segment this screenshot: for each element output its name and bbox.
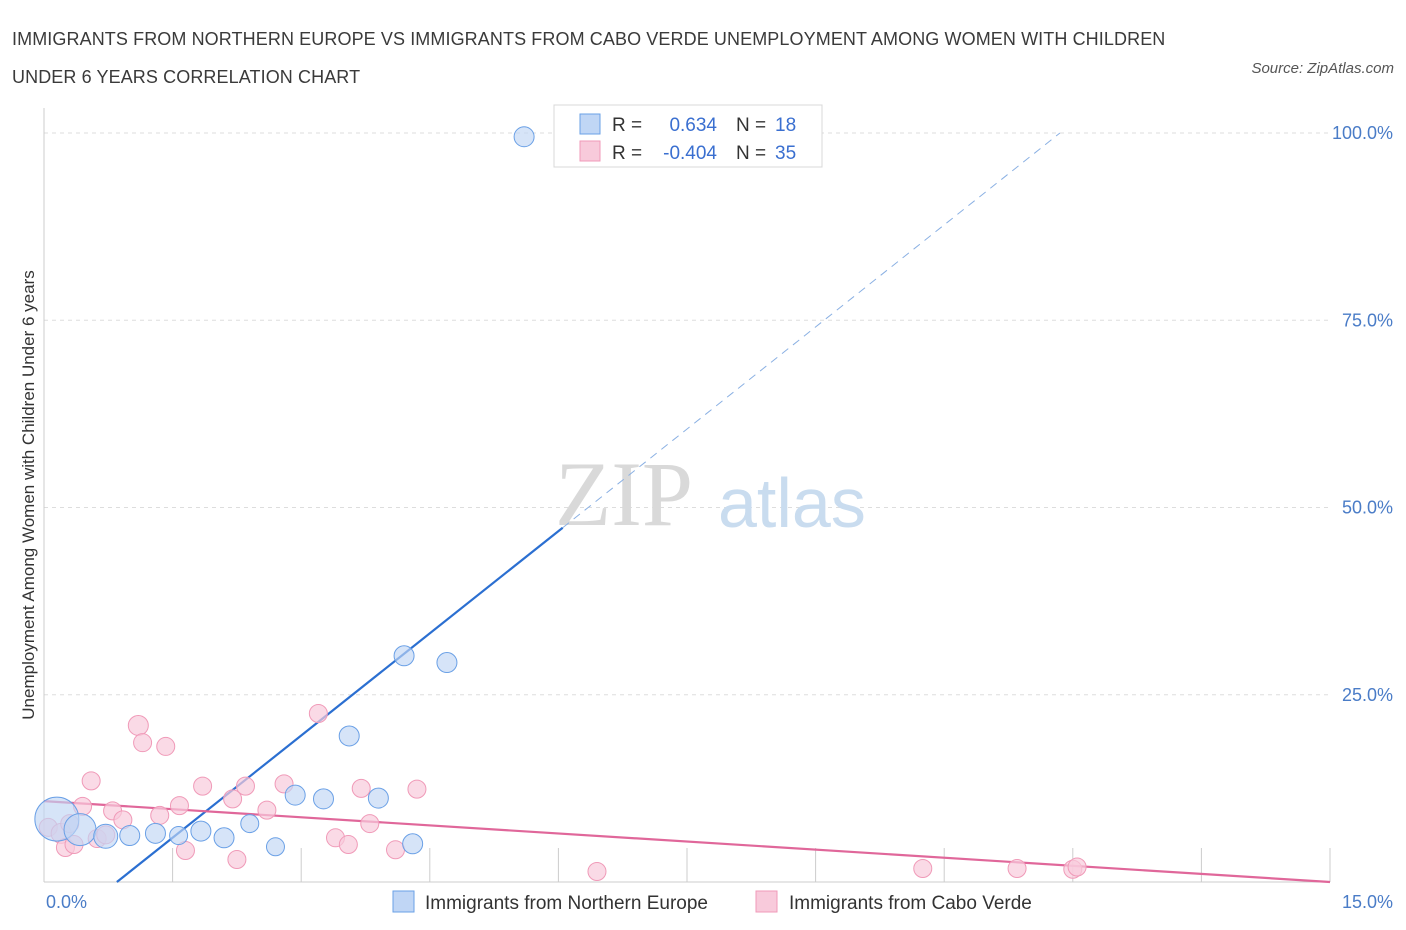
bottom-legend-label-blue: Immigrants from Northern Europe xyxy=(425,893,708,914)
point-northern-europe-9 xyxy=(265,837,285,857)
bottom-legend-swatch-blue xyxy=(392,890,415,913)
point-cabo-verde-23 xyxy=(308,703,328,723)
point-cabo-verde-19 xyxy=(227,850,247,870)
point-northern-europe-8 xyxy=(240,814,260,834)
legend-r-value-1: 0.634 xyxy=(669,115,717,136)
point-northern-europe-11 xyxy=(312,788,334,810)
x-tick-label-min: 0.0% xyxy=(46,892,87,912)
point-northern-europe-14 xyxy=(393,645,415,667)
point-cabo-verde-31 xyxy=(913,859,933,879)
watermark-zip: ZIP xyxy=(555,443,693,545)
y-tick-label-100: 100.0% xyxy=(1332,123,1393,143)
point-cabo-verde-30 xyxy=(587,862,607,882)
point-cabo-verde-15 xyxy=(169,796,189,816)
point-northern-europe-13 xyxy=(367,787,389,809)
point-northern-europe-4 xyxy=(144,822,166,844)
point-cabo-verde-13 xyxy=(150,805,170,825)
legend-n-value-2: 35 xyxy=(775,143,796,164)
point-cabo-verde-12 xyxy=(133,733,153,753)
point-northern-europe-1 xyxy=(63,813,97,847)
y-tick-labels: 25.0% 50.0% 75.0% 100.0% xyxy=(1332,123,1393,705)
point-cabo-verde-34 xyxy=(1067,857,1087,877)
trend-line-northern-europe-extrapolated xyxy=(562,132,1061,529)
point-cabo-verde-11 xyxy=(127,714,149,736)
point-northern-europe-6 xyxy=(190,820,212,842)
series-legend: Immigrants from Northern Europe Immigran… xyxy=(392,890,1032,914)
point-cabo-verde-29 xyxy=(407,779,427,799)
point-northern-europe-12 xyxy=(338,725,360,747)
point-cabo-verde-21 xyxy=(257,800,277,820)
legend-r-label-2: R = xyxy=(612,143,642,164)
point-cabo-verde-20 xyxy=(235,776,255,796)
legend-n-label-1: N = xyxy=(736,115,766,136)
legend-r-value-2: -0.404 xyxy=(663,143,717,164)
legend-n-value-1: 18 xyxy=(775,115,796,136)
x-tick-label-max: 15.0% xyxy=(1342,892,1393,912)
bottom-legend-swatch-pink xyxy=(755,890,778,913)
point-cabo-verde-26 xyxy=(351,778,371,798)
point-northern-europe-2 xyxy=(93,823,119,849)
y-tick-label-50: 50.0% xyxy=(1342,498,1393,518)
x-tick-labels: 0.0% 15.0% xyxy=(46,892,1393,912)
data-points xyxy=(34,126,1087,882)
correlation-legend: R = 0.634 N = 18 R = -0.404 N = 35 xyxy=(553,104,823,168)
y-axis-label: Unemployment Among Women with Children U… xyxy=(19,270,38,719)
y-tick-label-25: 25.0% xyxy=(1342,685,1393,705)
point-cabo-verde-14 xyxy=(156,736,176,756)
point-northern-europe-7 xyxy=(213,827,235,849)
point-northern-europe-15 xyxy=(402,833,424,855)
legend-swatch-pink xyxy=(579,140,601,162)
point-cabo-verde-18 xyxy=(223,789,243,809)
point-cabo-verde-28 xyxy=(386,840,406,860)
watermark-atlas: atlas xyxy=(718,464,866,542)
legend-n-label-2: N = xyxy=(736,143,766,164)
bottom-legend-label-pink: Immigrants from Cabo Verde xyxy=(789,893,1032,914)
point-cabo-verde-27 xyxy=(360,814,380,834)
point-northern-europe-16 xyxy=(436,652,458,674)
point-cabo-verde-32 xyxy=(1007,859,1027,879)
point-cabo-verde-6 xyxy=(81,771,101,791)
legend-swatch-blue xyxy=(579,113,601,135)
point-northern-europe-10 xyxy=(284,784,306,806)
trend-line-cabo-verde xyxy=(43,800,1331,884)
y-tick-label-75: 75.0% xyxy=(1342,310,1393,330)
grid-lines xyxy=(44,132,1330,696)
trend-line-northern-europe xyxy=(116,526,564,883)
chart-title: IMMIGRANTS FROM NORTHERN EUROPE VS IMMIG… xyxy=(12,29,1166,87)
point-northern-europe-17 xyxy=(513,126,535,148)
legend-r-label-1: R = xyxy=(612,115,642,136)
point-cabo-verde-17 xyxy=(193,776,213,796)
source-label: Source: ZipAtlas.com xyxy=(1251,60,1394,77)
point-cabo-verde-25 xyxy=(338,835,358,855)
trend-lines xyxy=(43,132,1331,884)
point-northern-europe-5 xyxy=(169,826,189,846)
point-northern-europe-3 xyxy=(119,825,141,847)
